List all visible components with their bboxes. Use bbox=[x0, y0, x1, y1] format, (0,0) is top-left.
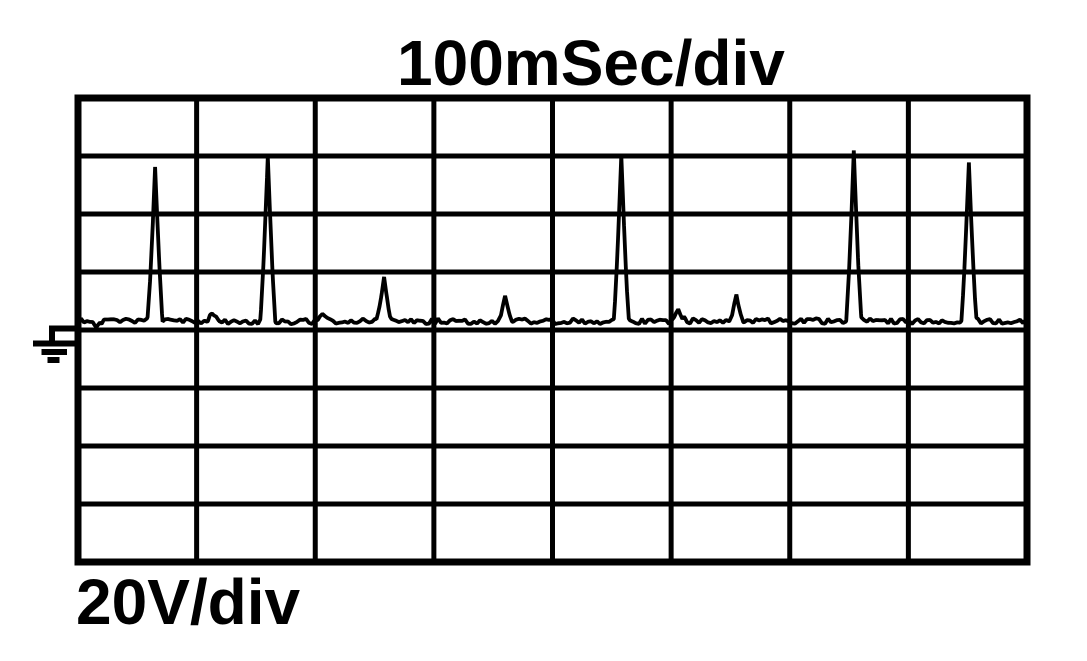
timebase-label: 100mSec/div bbox=[397, 27, 785, 99]
waveform-trace bbox=[76, 150, 1028, 329]
earth-ground-icon bbox=[33, 325, 80, 363]
graticule-grid bbox=[75, 95, 1030, 565]
volts-per-div-label: 20V/div bbox=[76, 566, 301, 638]
